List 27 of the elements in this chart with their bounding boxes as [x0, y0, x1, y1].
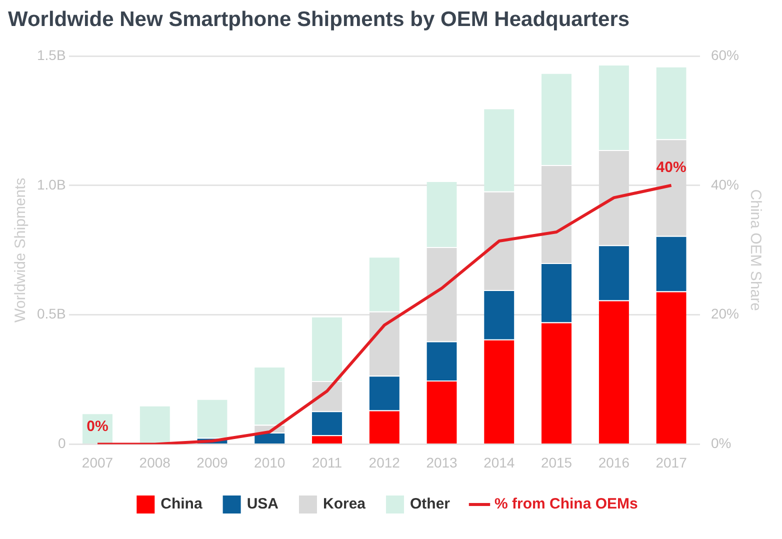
- y2-tick-label: 20%: [710, 306, 740, 322]
- chart-title: Worldwide New Smartphone Shipments by OEM Headquarters: [8, 8, 631, 32]
- legend-label: China: [160, 496, 203, 513]
- x-tick-label: 2007: [82, 454, 114, 470]
- x-tick-label: 2011: [312, 454, 342, 470]
- x-tick-label: 2015: [540, 454, 572, 470]
- x-tick-label: 2017: [656, 454, 688, 470]
- y-tick-label: 1.5B: [36, 46, 66, 63]
- x-tick-label: 2016: [598, 454, 630, 470]
- x-tick-label: 2010: [254, 454, 286, 470]
- legend-label: % from China OEMs: [494, 496, 638, 513]
- y-tick-label: 1.0B: [36, 176, 66, 192]
- data-label: 0%: [86, 418, 108, 435]
- x-tick-label: 2013: [426, 454, 458, 470]
- legend-label: Other: [410, 496, 450, 513]
- x-tick-label: 2009: [196, 454, 228, 470]
- x-tick-label: 2012: [368, 454, 400, 470]
- data-label: 40%: [656, 159, 686, 176]
- y2-tick-label: 40%: [710, 176, 740, 192]
- x-tick-label: 2014: [484, 454, 515, 470]
- legend-label: USA: [246, 496, 279, 513]
- y-tick-label: 0.5B: [36, 306, 66, 322]
- y-tick-label: 0: [58, 435, 66, 452]
- legend-label: Korea: [322, 496, 366, 513]
- x-tick-label: 2008: [139, 454, 171, 470]
- y2-tick-label: 60%: [710, 46, 740, 63]
- y2-tick-label: 0%: [710, 435, 732, 452]
